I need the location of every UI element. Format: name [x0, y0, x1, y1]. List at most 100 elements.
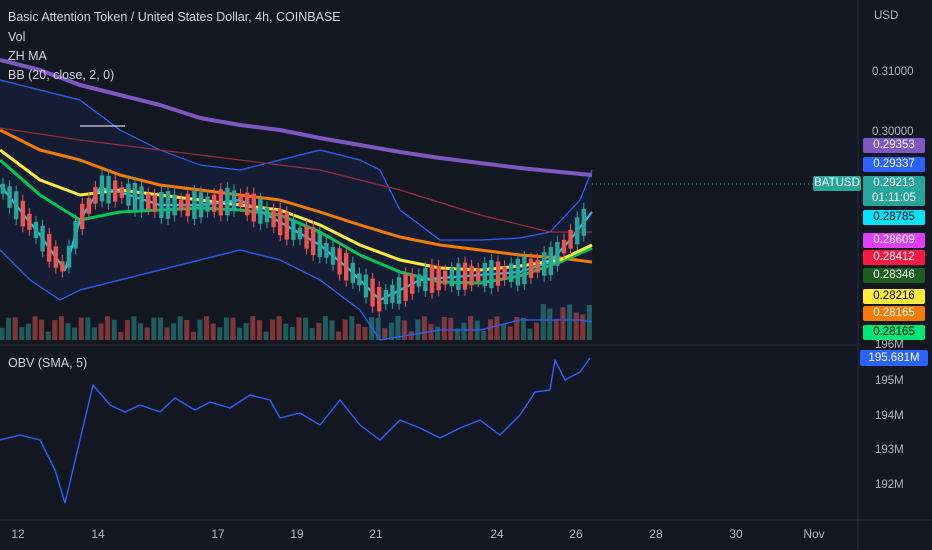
- volume-bar: [448, 317, 454, 340]
- volume-bar: [289, 327, 295, 340]
- price-tag-ma-magenta: 0.28609: [863, 233, 925, 248]
- bar-countdown: 01:11:05: [872, 192, 916, 204]
- volume-bar: [250, 316, 256, 340]
- candle-body: [278, 208, 283, 236]
- date-label: 19: [290, 527, 304, 541]
- volume-bar: [283, 323, 289, 340]
- candle-body: [212, 194, 217, 212]
- candle-body: [264, 207, 270, 223]
- candle-body: [231, 190, 237, 212]
- volume-bar: [586, 304, 592, 340]
- candle-body: [403, 273, 408, 301]
- indicator-bb[interactable]: BB (20, close, 2, 0): [8, 68, 115, 82]
- volume-bar: [65, 323, 71, 340]
- obv-tick: 193M: [875, 444, 904, 456]
- volume-bar: [342, 319, 348, 340]
- volume-bar: [534, 322, 540, 340]
- volume-bar: [144, 327, 150, 340]
- candle-body: [27, 213, 32, 230]
- current-price-tag: 0.29213 01:11:05: [863, 176, 925, 206]
- volume-bar: [12, 317, 18, 340]
- candle-body: [20, 200, 25, 227]
- candle-body: [205, 196, 210, 212]
- volume-bar: [25, 323, 31, 340]
- price-tag-ma-purple: 0.29353: [863, 138, 925, 153]
- volume-bar: [151, 317, 157, 340]
- candle-body: [581, 208, 586, 236]
- candle-body: [73, 220, 78, 249]
- volume-bar: [157, 317, 163, 340]
- indicator-obv[interactable]: OBV (SMA, 5): [8, 356, 88, 370]
- candle-body: [60, 261, 65, 272]
- volume-bar: [441, 317, 447, 340]
- candle-body: [297, 227, 303, 240]
- candle-body: [179, 199, 184, 211]
- candle-body: [344, 253, 349, 281]
- volume-bar: [454, 328, 460, 340]
- volume-bar: [131, 316, 137, 340]
- candle-body: [476, 268, 481, 282]
- candle-body: [568, 229, 573, 249]
- indicator-vol[interactable]: Vol: [8, 30, 26, 44]
- volume-bar: [468, 316, 474, 340]
- candle-body: [350, 262, 355, 283]
- candle-body: [502, 266, 507, 281]
- volume-bar: [243, 323, 249, 340]
- candle-body: [317, 232, 322, 258]
- volume-bar: [461, 322, 467, 340]
- obv-value-tag: 195.681M: [860, 350, 928, 366]
- candle-body: [575, 217, 580, 245]
- price-tick: 0.30000: [872, 126, 914, 138]
- volume-bar: [78, 317, 84, 340]
- volume-bar: [494, 316, 500, 340]
- volume-bar: [540, 304, 546, 340]
- candle-body: [304, 225, 309, 249]
- candle-body: [47, 234, 52, 262]
- volume-bar: [32, 316, 38, 340]
- price-tag-ma-red: 0.28412: [863, 250, 925, 265]
- ma-purple-line: [0, 58, 593, 177]
- volume-bar: [98, 323, 104, 340]
- indicator-zh-ma[interactable]: ZH MA: [8, 49, 47, 63]
- volume-bar: [52, 320, 58, 340]
- candle-body: [66, 245, 72, 268]
- date-label: 17: [211, 527, 225, 541]
- candle-body: [357, 273, 362, 286]
- price-tag-ma-teal: 0.28785: [863, 210, 925, 225]
- candle-body: [225, 187, 230, 216]
- volume-bar: [124, 319, 130, 340]
- volume-bar: [507, 326, 513, 340]
- candle-body: [284, 212, 289, 240]
- volume-bar: [375, 317, 381, 340]
- volume-bar: [402, 320, 408, 340]
- chart-title: Basic Attention Token / United States Do…: [8, 10, 341, 24]
- candle-body: [449, 267, 454, 287]
- candle-body: [251, 193, 256, 222]
- obv-tick: 194M: [875, 410, 904, 422]
- volume-bar: [349, 316, 355, 340]
- volume-bar: [0, 327, 5, 340]
- candle-body: [165, 191, 171, 219]
- volume-bar: [395, 316, 401, 340]
- volume-bar: [435, 326, 441, 340]
- volume-bar: [58, 316, 64, 340]
- candle-body: [436, 265, 441, 291]
- date-label: Nov: [803, 527, 825, 541]
- volume-bar: [355, 323, 361, 340]
- volume-bar: [164, 327, 170, 340]
- volume-bar: [388, 322, 394, 340]
- volume-bar: [481, 331, 487, 340]
- candle-body: [93, 187, 98, 204]
- volume-bar: [230, 317, 236, 340]
- candle-body: [245, 192, 250, 216]
- volume-bar: [514, 317, 520, 340]
- volume-bar: [184, 319, 190, 340]
- candle-body: [515, 258, 520, 286]
- candle-body: [86, 198, 91, 214]
- volume-bar: [547, 308, 553, 340]
- bollinger-upper-line: [0, 79, 593, 241]
- candle-body: [0, 183, 6, 194]
- volume-bar: [276, 316, 282, 340]
- candle-body: [337, 248, 342, 275]
